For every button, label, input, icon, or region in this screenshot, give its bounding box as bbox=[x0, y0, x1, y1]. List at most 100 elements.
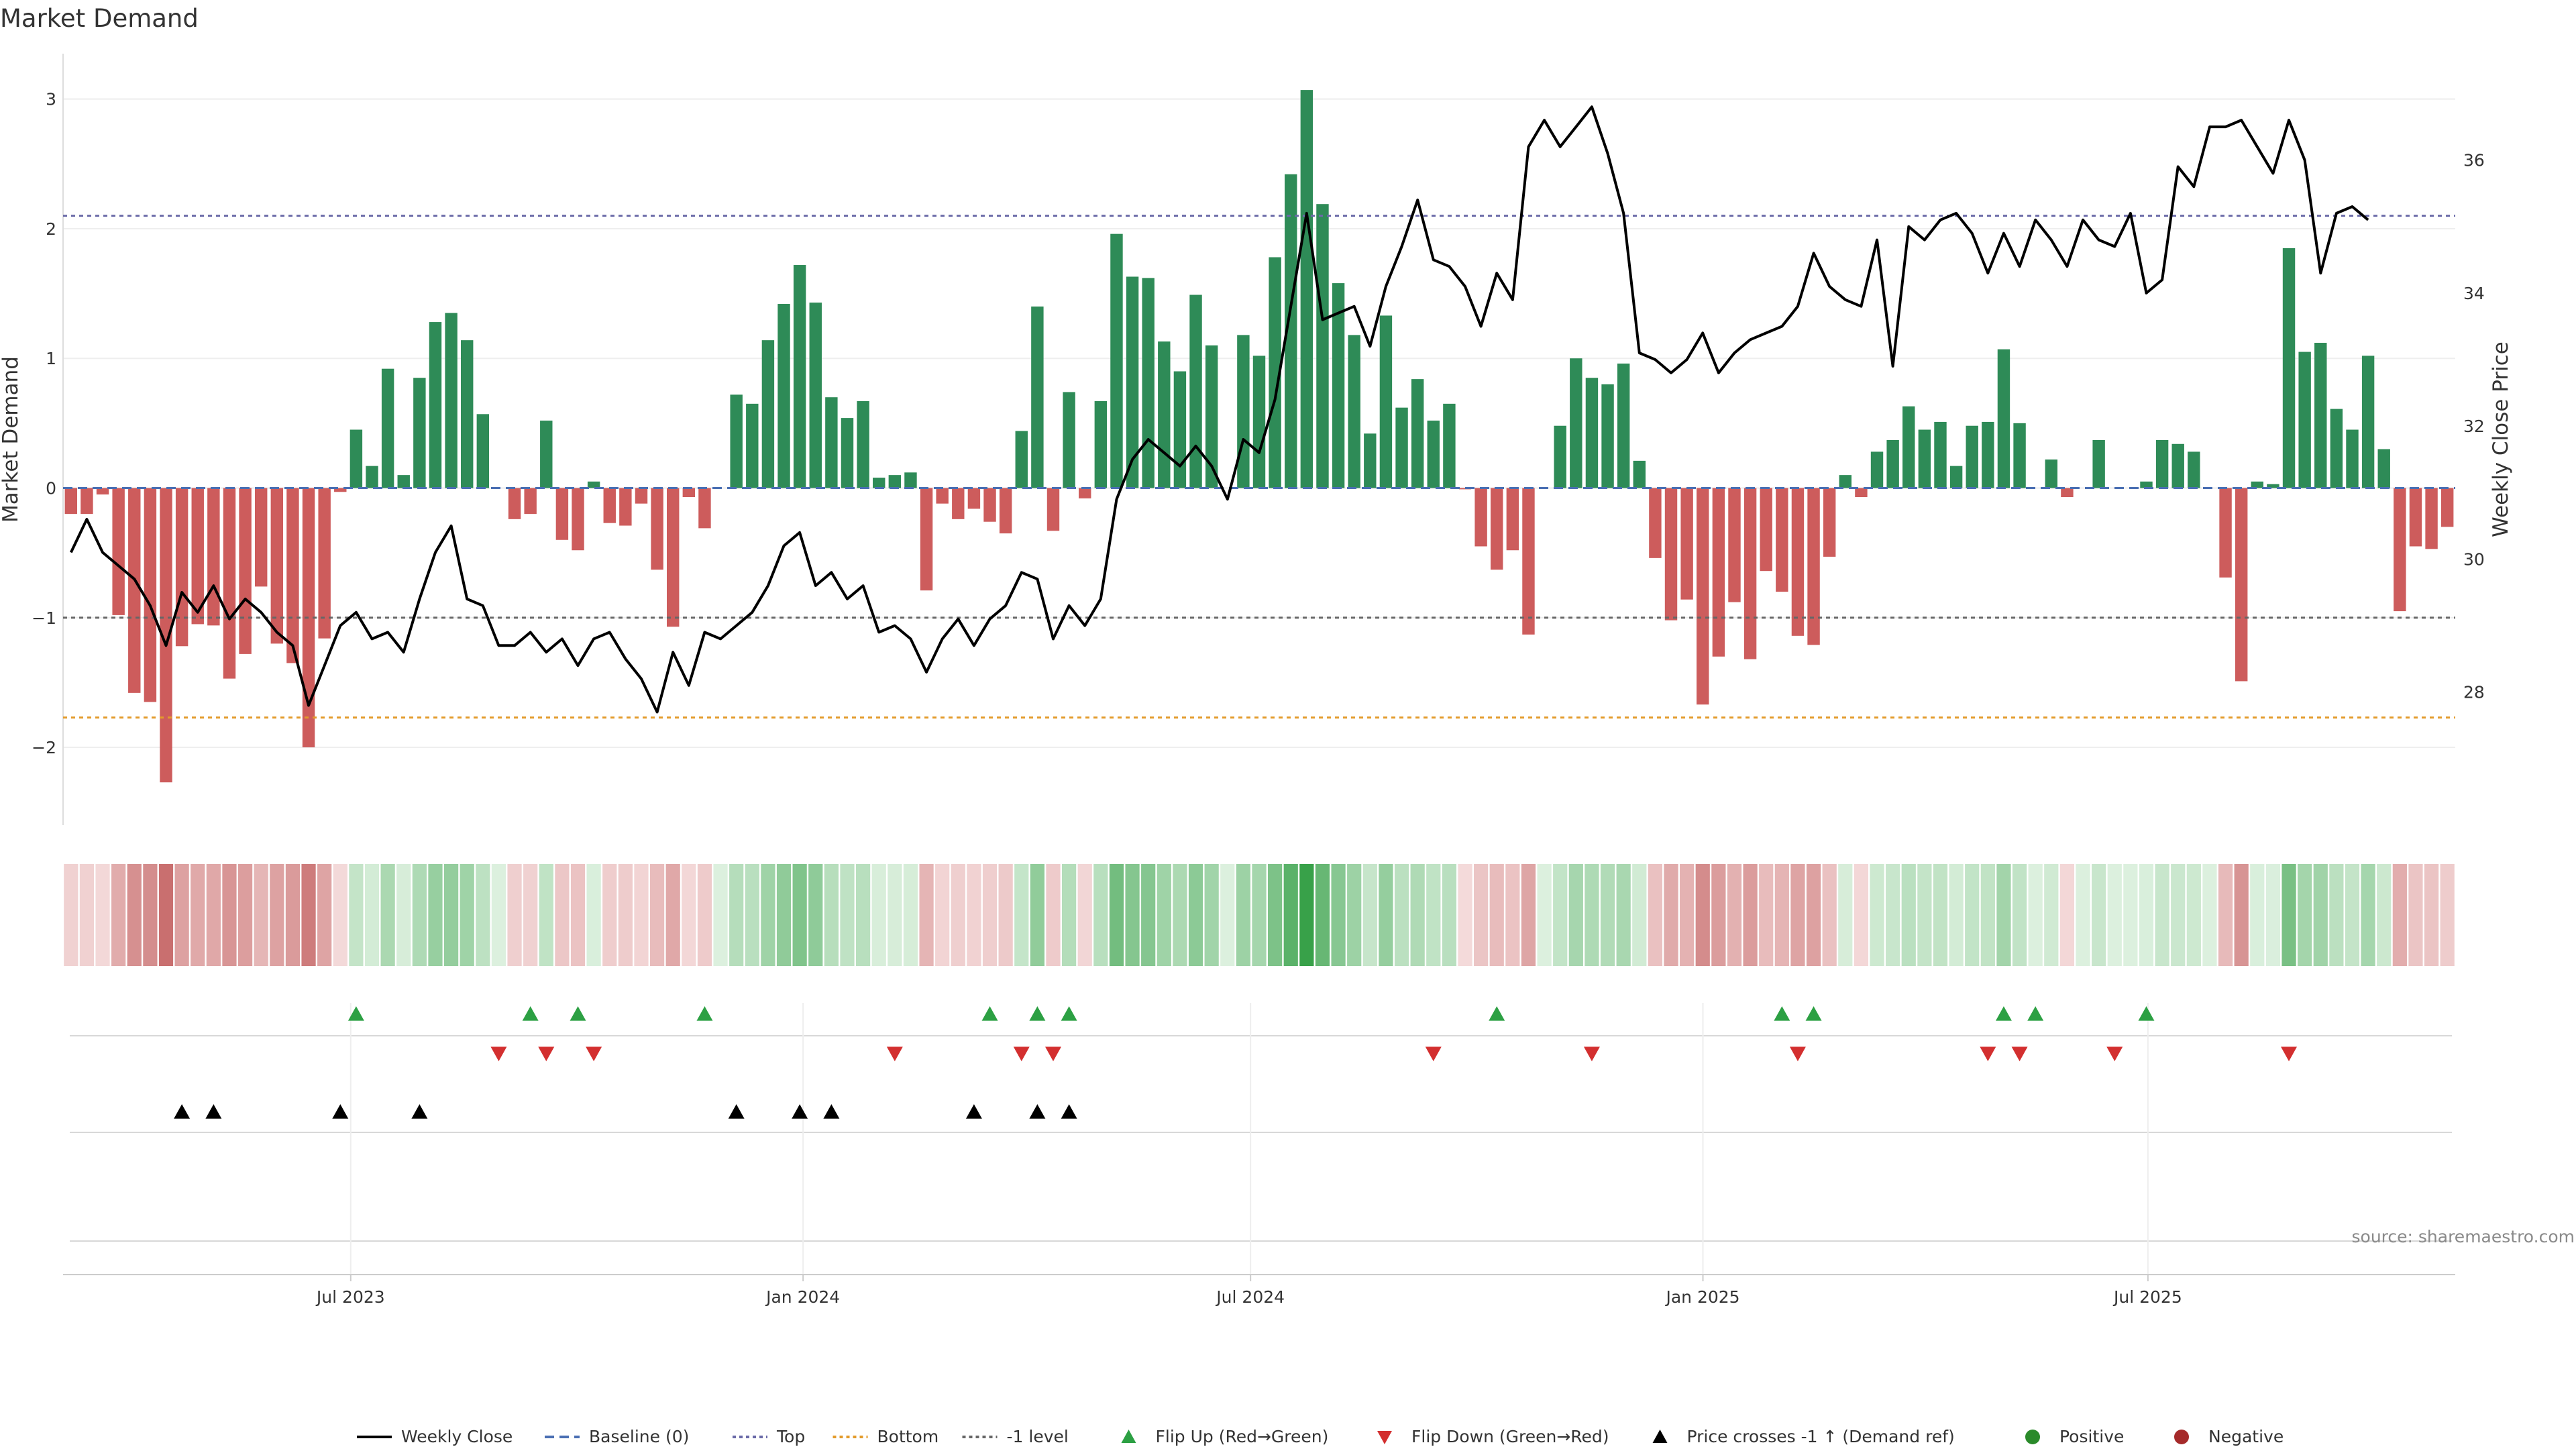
heat-cell bbox=[2392, 864, 2407, 966]
demand-bar bbox=[1680, 488, 1693, 600]
demand-bar bbox=[1649, 488, 1662, 558]
flip-up-marker bbox=[1029, 1006, 1046, 1021]
flip-up-marker bbox=[2027, 1006, 2044, 1021]
y2-tick-label: 36 bbox=[2463, 151, 2485, 170]
flip-down-marker bbox=[2011, 1046, 2028, 1061]
heat-cell bbox=[1299, 864, 1314, 966]
heat-cell bbox=[476, 864, 490, 966]
heat-cell bbox=[1600, 864, 1615, 966]
legend-item-flip_up: Flip Up (Red→Green) bbox=[1121, 1427, 1329, 1446]
x-tick-label: Jan 2024 bbox=[765, 1287, 840, 1307]
legend-label: Flip Up (Red→Green) bbox=[1156, 1427, 1329, 1446]
demand-bar bbox=[64, 488, 78, 515]
demand-bar bbox=[96, 488, 109, 495]
demand-bar bbox=[2314, 343, 2327, 488]
legend-label: Flip Down (Green→Red) bbox=[1411, 1427, 1609, 1446]
demand-bar bbox=[413, 378, 426, 488]
demand-bar bbox=[1364, 433, 1377, 488]
demand-bar bbox=[318, 488, 331, 639]
demand-bar bbox=[460, 340, 474, 488]
heat-cell bbox=[1347, 864, 1362, 966]
marker-panel-grid bbox=[70, 1003, 2452, 1275]
flip-up-marker bbox=[2138, 1006, 2155, 1021]
heat-cell bbox=[1886, 864, 1900, 966]
heat-cell bbox=[396, 864, 411, 966]
demand-bar bbox=[1506, 488, 1519, 551]
heat-cell bbox=[855, 864, 871, 966]
flip-down-marker bbox=[586, 1046, 602, 1061]
price-cross-marker bbox=[205, 1104, 222, 1119]
heat-cell bbox=[317, 864, 332, 966]
legend-label: Baseline (0) bbox=[589, 1427, 689, 1446]
demand-bar bbox=[635, 488, 648, 504]
demand-bar bbox=[920, 488, 933, 591]
demand-bar bbox=[397, 475, 410, 488]
heat-cell bbox=[1505, 864, 1520, 966]
flip-down-marker bbox=[1425, 1046, 1442, 1061]
heat-cell bbox=[570, 864, 586, 966]
y-axis-label: Market Demand bbox=[0, 356, 23, 523]
y2-tick-label: 34 bbox=[2463, 284, 2485, 303]
demand-bar bbox=[619, 488, 632, 526]
flip-down-marker bbox=[490, 1046, 507, 1061]
price-cross-marker bbox=[965, 1104, 982, 1119]
heat-cell bbox=[79, 864, 95, 966]
heat-cell bbox=[1695, 864, 1710, 966]
heat-cell bbox=[1806, 864, 1821, 966]
flip-down-marker bbox=[1789, 1046, 1806, 1061]
heat-cell bbox=[967, 864, 981, 966]
heat-cell bbox=[1014, 864, 1029, 966]
heat-cell bbox=[2044, 864, 2059, 966]
heat-cell bbox=[1394, 864, 1409, 966]
legend-label: Weekly Close bbox=[401, 1427, 513, 1446]
price-line-path bbox=[69, 105, 2369, 714]
demand-bar bbox=[1142, 278, 1155, 488]
demand-bar bbox=[508, 488, 521, 519]
demand-bar bbox=[904, 472, 917, 488]
heat-cell bbox=[1774, 864, 1789, 966]
heat-cell bbox=[1125, 864, 1140, 966]
legend-label: Top bbox=[776, 1427, 805, 1446]
heat-cell bbox=[586, 864, 601, 966]
demand-bar bbox=[952, 488, 965, 519]
heat-cell bbox=[1093, 864, 1108, 966]
marker-rows bbox=[174, 1006, 2298, 1119]
legend-swatch bbox=[1652, 1430, 1668, 1443]
price-cross-marker bbox=[332, 1104, 349, 1119]
heat-cell bbox=[2155, 864, 2169, 966]
heat-cell bbox=[634, 864, 649, 966]
x-tick-label: Jul 2024 bbox=[1215, 1287, 1285, 1307]
demand-bar bbox=[1094, 400, 1108, 488]
demand-bar bbox=[1743, 488, 1757, 659]
demand-bar bbox=[1300, 90, 1313, 488]
heat-cell bbox=[1933, 864, 1948, 966]
heat-cell bbox=[1870, 864, 1884, 966]
demand-bar bbox=[1126, 276, 1139, 488]
heat-cell bbox=[491, 864, 506, 966]
heat-cell bbox=[2250, 864, 2265, 966]
heat-cell bbox=[888, 864, 902, 966]
heat-cell bbox=[1379, 864, 1393, 966]
demand-bar bbox=[2267, 484, 2279, 488]
y2-axis-label: Weekly Close Price bbox=[2489, 341, 2513, 537]
left-y-ticks: 3 2 1 0 −1 −2 bbox=[32, 90, 56, 757]
demand-bar bbox=[825, 397, 838, 488]
x-tick-label: Jul 2023 bbox=[315, 1287, 385, 1307]
heat-cell bbox=[111, 864, 126, 966]
demand-bar bbox=[698, 488, 711, 529]
heat-cell bbox=[998, 864, 1013, 966]
heat-cell bbox=[618, 864, 633, 966]
heat-cell bbox=[2107, 864, 2122, 966]
heat-cell bbox=[665, 864, 680, 966]
x-tick-label: Jul 2025 bbox=[2112, 1287, 2182, 1307]
demand-bar bbox=[667, 488, 680, 627]
heat-cell bbox=[808, 864, 823, 966]
y-tick-label: 3 bbox=[46, 90, 56, 109]
heat-cell bbox=[143, 864, 158, 966]
source-note: source: sharemaestro.com bbox=[2352, 1227, 2575, 1246]
heat-cell bbox=[2076, 864, 2090, 966]
demand-bar bbox=[1554, 425, 1566, 488]
legend-item-price_cross: Price crosses -1 ↑ (Demand ref) bbox=[1652, 1427, 1955, 1446]
demand-bar bbox=[2394, 488, 2406, 612]
demand-bar bbox=[1348, 335, 1360, 488]
